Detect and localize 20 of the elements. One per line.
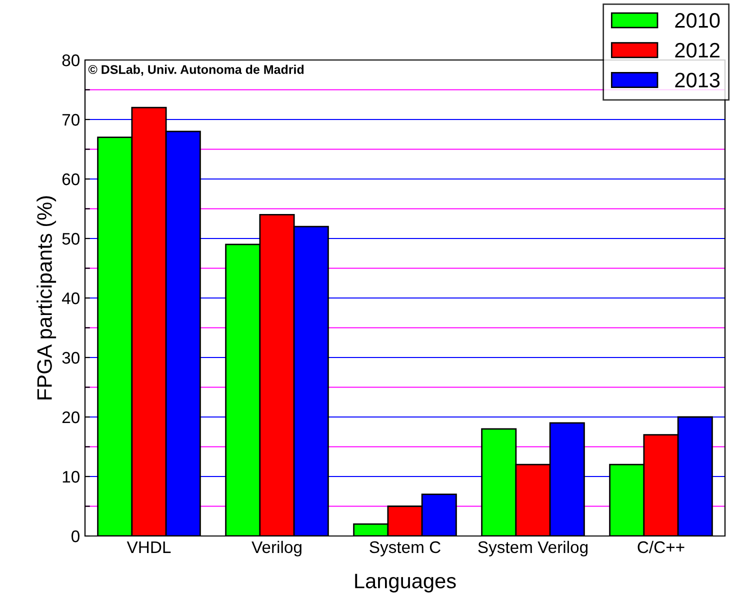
legend-label: 2013	[675, 72, 720, 88]
y-tick-label: 30	[62, 352, 80, 364]
y-tick-label: 0	[72, 530, 80, 542]
annotation: © DSLab, Univ. Autonoma de Madrid	[88, 64, 304, 76]
x-tick-label: VHDL	[126, 541, 171, 553]
y-tick-label: 10	[62, 470, 80, 483]
x-tick-label: System Verilog	[478, 540, 588, 556]
x-axis-title: Languages	[355, 574, 456, 592]
y-tick-label: 40	[62, 292, 80, 304]
legend-label: 2010	[675, 13, 720, 28]
y-tick-label: 50	[62, 232, 80, 245]
x-tick-label: Verilog	[252, 540, 302, 556]
y-tick-label: 20	[62, 411, 80, 424]
legend-label: 2012	[675, 42, 720, 58]
y-tick-label: 70	[62, 114, 80, 126]
y-tick-label: 80	[62, 54, 80, 66]
x-tick-label: System C	[370, 541, 440, 556]
y-axis-title: FPGA participants (%)	[36, 196, 56, 400]
y-tick-label: 60	[62, 173, 80, 186]
x-tick-label: C/C++	[638, 540, 684, 554]
